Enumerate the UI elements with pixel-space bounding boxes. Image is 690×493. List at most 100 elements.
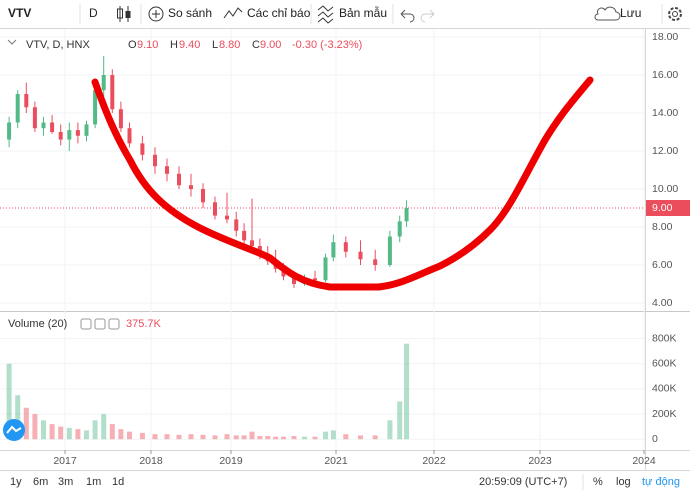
y-tick-label: 4.00 bbox=[652, 297, 673, 309]
y-tick-label: 16.00 bbox=[652, 69, 678, 81]
range-button[interactable]: 6m bbox=[33, 476, 48, 488]
x-tick-label: 2023 bbox=[528, 455, 552, 467]
range-button[interactable]: 1y bbox=[10, 476, 22, 488]
templates-button[interactable]: Bản mẫu bbox=[339, 5, 387, 20]
percent-toggle[interactable]: % bbox=[593, 476, 603, 488]
candle-body bbox=[127, 128, 132, 144]
volume-bar bbox=[249, 431, 255, 440]
auto-toggle[interactable]: tự động bbox=[642, 476, 680, 488]
visibility-button[interactable] bbox=[80, 318, 92, 330]
settings-button[interactable] bbox=[94, 318, 106, 330]
undo-button[interactable] bbox=[400, 9, 415, 23]
candle-body bbox=[404, 208, 409, 222]
y-tick-label: 600K bbox=[652, 358, 677, 370]
low-label: L bbox=[212, 39, 218, 51]
y-tick-label: 12.00 bbox=[652, 145, 678, 157]
volume-bar bbox=[101, 414, 107, 440]
volume-bar bbox=[397, 401, 403, 440]
candle-body bbox=[93, 90, 98, 125]
range-button[interactable]: 1d bbox=[112, 476, 124, 488]
volume-bar bbox=[58, 426, 64, 440]
indicators-button[interactable]: Các chỉ báo bbox=[247, 6, 311, 20]
x-tick-label: 2022 bbox=[422, 455, 446, 467]
y-tick-label: 6.00 bbox=[652, 259, 673, 271]
volume-bar bbox=[372, 435, 378, 440]
compare-button[interactable]: So sánh bbox=[168, 6, 212, 20]
candle-body bbox=[225, 215, 229, 220]
candle-body bbox=[242, 230, 247, 241]
volume-bar bbox=[200, 434, 206, 440]
volume-bar bbox=[139, 432, 145, 440]
volume-bar bbox=[66, 427, 72, 440]
y-tick-label: 400K bbox=[652, 383, 677, 395]
open-label: O bbox=[128, 39, 137, 51]
candle-body bbox=[250, 240, 254, 247]
save-button[interactable]: Lưu bbox=[620, 6, 641, 20]
remove-button[interactable] bbox=[108, 318, 120, 330]
collapse-icon[interactable] bbox=[7, 39, 17, 45]
save-icon[interactable] bbox=[594, 6, 621, 21]
bottom-bar: 20:59:09 (UTC+7) % log tự động 1y 6m 3m 1m 1… bbox=[10, 474, 680, 490]
candle-body bbox=[140, 143, 145, 155]
volume-bar bbox=[224, 434, 230, 440]
volume-bar bbox=[6, 363, 12, 440]
log-toggle[interactable]: log bbox=[616, 476, 631, 488]
volume-bar bbox=[109, 424, 115, 440]
compare-icon[interactable] bbox=[148, 6, 164, 22]
candle-body bbox=[397, 221, 402, 237]
high-value: 9.40 bbox=[179, 39, 200, 51]
y-tick-label: 200K bbox=[652, 408, 677, 420]
candle-body bbox=[387, 236, 392, 266]
volume-bar bbox=[84, 430, 89, 440]
close-value: 9.00 bbox=[260, 39, 281, 51]
candle-body bbox=[118, 109, 123, 129]
indicators-icon[interactable] bbox=[223, 7, 243, 19]
toolbar: VTV D So sánh Các chỉ báo Bản mẫu Lưu bbox=[8, 4, 682, 24]
volume-bar bbox=[265, 436, 271, 440]
volume-bar bbox=[323, 431, 328, 440]
candle-body bbox=[323, 257, 328, 281]
x-tick-label: 2017 bbox=[53, 455, 77, 467]
interval[interactable]: D bbox=[89, 6, 98, 20]
y-tick-label: 0 bbox=[652, 433, 658, 445]
volume-bar bbox=[176, 434, 182, 440]
chart-type-icon[interactable] bbox=[117, 6, 131, 22]
volume-bar bbox=[212, 435, 218, 440]
compare-icon-plus bbox=[152, 10, 160, 18]
volume-bar bbox=[15, 395, 21, 440]
candle-body bbox=[7, 122, 12, 140]
range-button[interactable]: 3m bbox=[58, 476, 73, 488]
symbol[interactable]: VTV bbox=[8, 6, 31, 20]
range-button[interactable]: 1m bbox=[86, 476, 101, 488]
volume-bar bbox=[281, 436, 286, 440]
volume-bar bbox=[330, 430, 336, 440]
x-tick-label: 2021 bbox=[324, 455, 348, 467]
volume-bar bbox=[118, 429, 124, 440]
redo-button[interactable] bbox=[420, 9, 435, 23]
open-value: 9.10 bbox=[137, 39, 158, 51]
volume-value: 375.7K bbox=[126, 318, 162, 330]
volume-bar bbox=[257, 436, 263, 440]
candle-body bbox=[213, 202, 217, 216]
x-tick-label: 2019 bbox=[219, 455, 243, 467]
close-label: C bbox=[252, 39, 260, 51]
volume-title: Volume (20) bbox=[8, 318, 67, 330]
volume-bar bbox=[32, 414, 38, 440]
volume-bar bbox=[233, 435, 239, 440]
candle-body bbox=[50, 122, 55, 132]
candle-body bbox=[84, 124, 89, 136]
series bbox=[6, 55, 410, 440]
candle-body bbox=[313, 278, 317, 281]
volume-bar bbox=[358, 435, 363, 440]
candle-body bbox=[58, 131, 63, 140]
candle-body bbox=[165, 166, 169, 174]
candle-body bbox=[101, 74, 106, 91]
high-label: H bbox=[170, 39, 178, 51]
x-tick-label: 2024 bbox=[632, 455, 656, 467]
settings-button[interactable] bbox=[668, 7, 682, 21]
volume-bar bbox=[75, 429, 81, 440]
last-price-label: 9.00 bbox=[652, 202, 673, 214]
templates-icon[interactable] bbox=[317, 5, 334, 24]
volume-bar bbox=[343, 434, 349, 440]
volume-bar bbox=[164, 434, 170, 440]
